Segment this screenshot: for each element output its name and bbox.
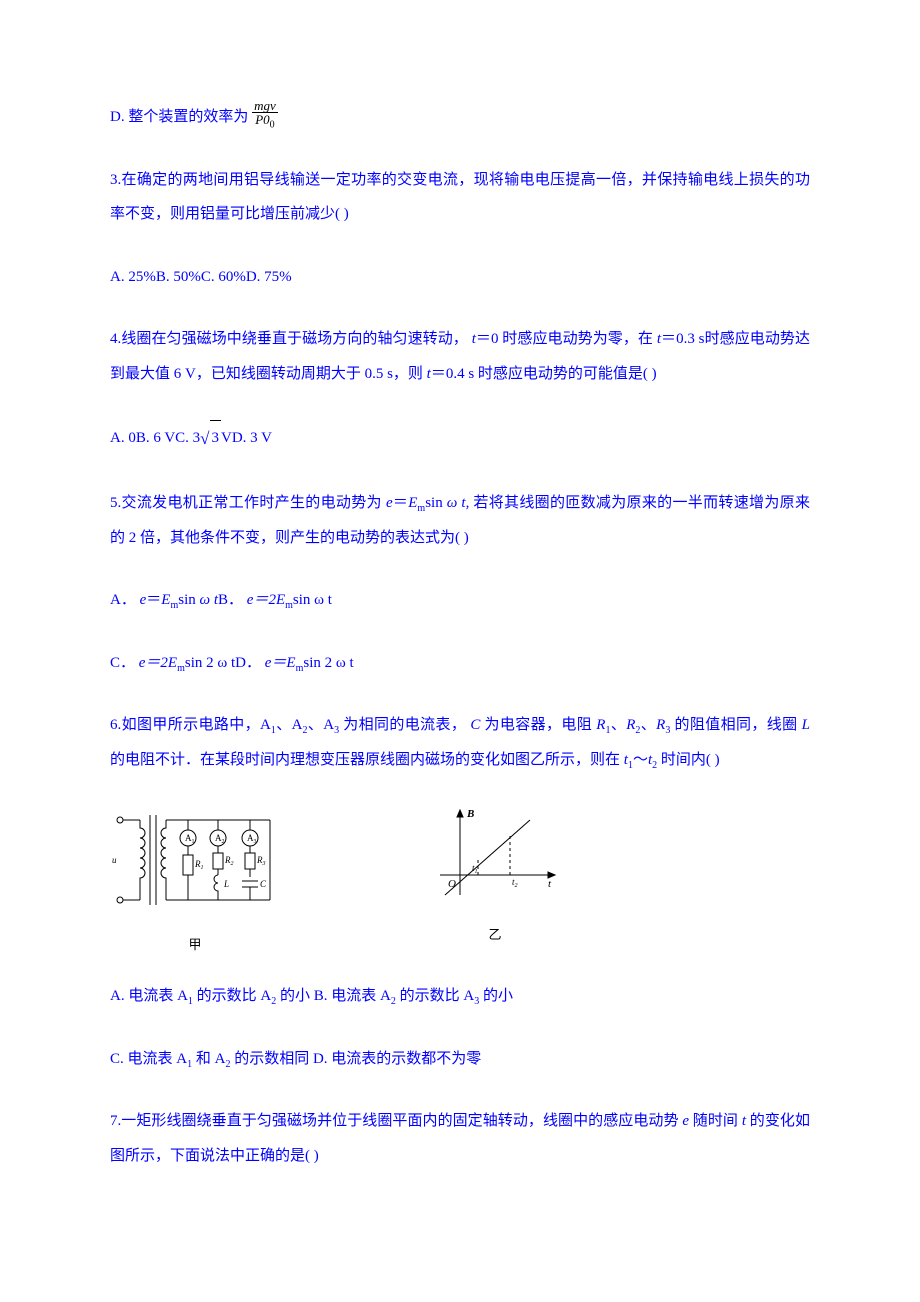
svg-text:R1: R1 bbox=[194, 859, 204, 871]
frac-num: mgv bbox=[252, 99, 278, 113]
svg-text:R2: R2 bbox=[224, 855, 234, 867]
q4-options: A. 0B. 6 VC. 3√3VD. 3 V bbox=[110, 419, 810, 458]
q6-figure-1: u A1 A2 A3 R1 R2 R3 L C 甲 bbox=[110, 805, 280, 953]
frac-den: P00 bbox=[252, 113, 278, 131]
svg-text:C: C bbox=[260, 879, 267, 889]
opt-d-line: D. 整个装置的效率为 mgv P00 bbox=[110, 100, 810, 135]
q4-stem: 4.线圈在匀强磁场中绕垂直于磁场方向的轴匀速转动， t＝0 时感应电动势为零，在… bbox=[110, 322, 810, 391]
q6-figure-2: B O t t1 t2 乙 bbox=[420, 805, 570, 953]
svg-text:A2: A2 bbox=[215, 833, 225, 845]
svg-text:A1: A1 bbox=[185, 833, 195, 845]
svg-text:R3: R3 bbox=[256, 855, 266, 867]
sqrt-icon: √3 bbox=[200, 419, 221, 458]
svg-text:A3: A3 bbox=[247, 833, 257, 845]
fig2-caption: 乙 bbox=[420, 924, 570, 943]
q6-options-cd: C. 电流表 A1 和 A2 的示数相同 D. 电流表的示数都不为零 bbox=[110, 1042, 810, 1077]
graph-icon: B O t t1 t2 bbox=[420, 805, 570, 915]
svg-text:t2: t2 bbox=[512, 877, 518, 889]
q5-options-ab: A． e＝Emsin ω tB． e＝2Emsin ω t bbox=[110, 583, 810, 618]
svg-text:u: u bbox=[112, 855, 117, 865]
fig1-caption: 甲 bbox=[110, 934, 280, 953]
q5-options-cd: C． e＝2Emsin 2 ω tD． e＝Emsin 2 ω t bbox=[110, 646, 810, 681]
svg-text:L: L bbox=[223, 879, 229, 889]
q3-stem: 3.在确定的两地间用铝导线输送一定功率的交变电流，现将输电电压提高一倍，并保持输… bbox=[110, 163, 810, 232]
opt-d-fraction: mgv P00 bbox=[252, 99, 278, 131]
svg-text:O: O bbox=[448, 878, 456, 890]
circuit-diagram-icon: u A1 A2 A3 R1 R2 R3 L C bbox=[110, 805, 280, 925]
svg-text:t1: t1 bbox=[472, 863, 478, 875]
q3-options: A. 25%B. 50%C. 60%D. 75% bbox=[110, 260, 810, 295]
q6-options-ab: A. 电流表 A1 的示数比 A2 的小 B. 电流表 A2 的示数比 A3 的… bbox=[110, 979, 810, 1014]
q5-stem: 5.交流发电机正常工作时产生的电动势为 e＝Emsin ω t, 若将其线圈的匝… bbox=[110, 486, 810, 555]
opt-d-prefix: D. 整个装置的效率为 bbox=[110, 109, 248, 125]
svg-text:t: t bbox=[548, 878, 552, 890]
q6-figures: u A1 A2 A3 R1 R2 R3 L C 甲 bbox=[110, 805, 810, 953]
page: D. 整个装置的效率为 mgv P00 3.在确定的两地间用铝导线输送一定功率的… bbox=[0, 0, 920, 1302]
svg-text:B: B bbox=[466, 808, 474, 820]
q6-stem: 6.如图甲所示电路中，A1、A2、A3 为相同的电流表， C 为电容器，电阻 R… bbox=[110, 708, 810, 777]
q7-stem: 7.一矩形线圈绕垂直于匀强磁场并位于线圈平面内的固定轴转动，线圈中的感应电动势 … bbox=[110, 1104, 810, 1173]
